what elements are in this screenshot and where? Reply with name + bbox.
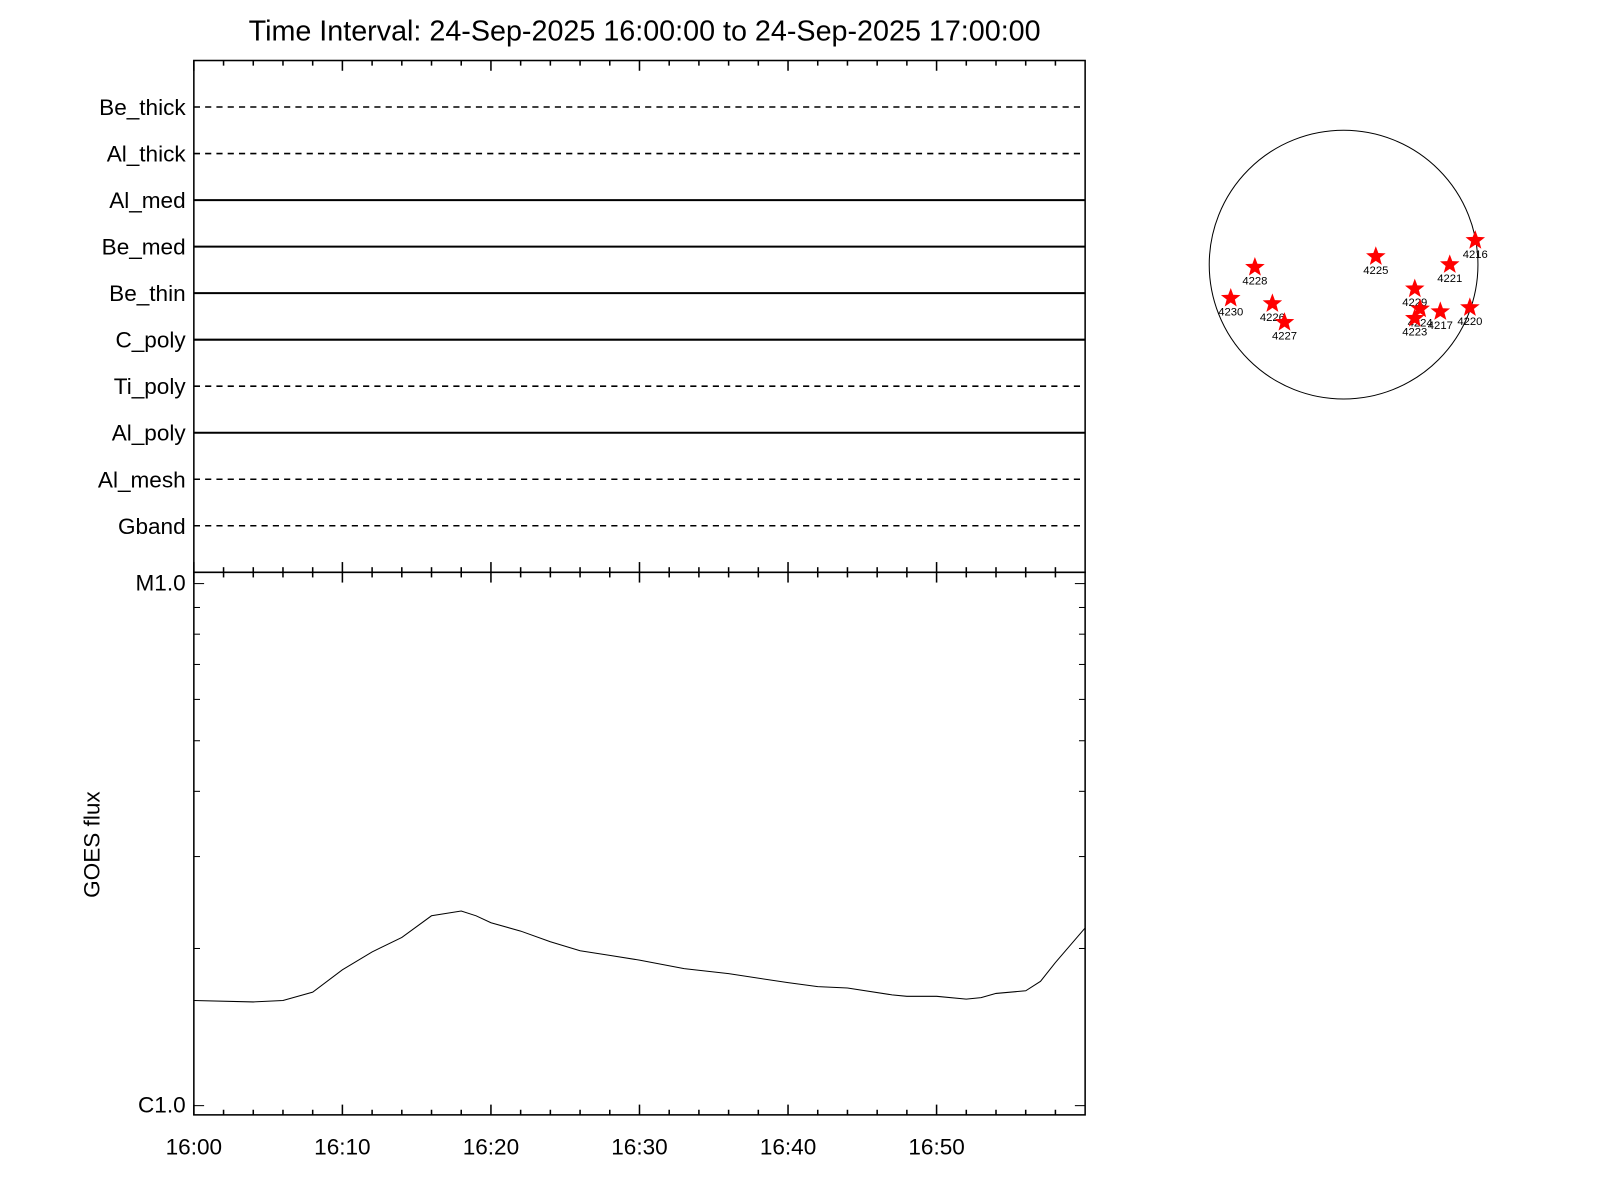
active-region-star — [1366, 246, 1386, 265]
active-region-star — [1465, 230, 1486, 249]
active-region-label: 4221 — [1437, 273, 1462, 285]
active-region-star — [1262, 293, 1283, 312]
x-tick-label: 16:50 — [908, 1135, 964, 1160]
x-tick-label: 16:40 — [760, 1135, 816, 1160]
filter-label: Be_thick — [99, 95, 186, 120]
y-axis-label: GOES flux — [79, 791, 104, 898]
active-region-star — [1410, 298, 1430, 318]
panel-frame — [193, 571, 1086, 1116]
panel-frame — [193, 59, 1086, 574]
active-region-star — [1220, 288, 1241, 307]
filter-label: Be_med — [102, 235, 186, 260]
filter-label: Al_med — [109, 188, 185, 213]
active-region-star — [1245, 257, 1265, 276]
x-tick-label: 16:10 — [314, 1135, 370, 1160]
active-region-label: 4227 — [1272, 331, 1297, 343]
active-region-label: 4217 — [1428, 320, 1453, 332]
active-region-label: 4223 — [1402, 327, 1427, 339]
active-region-label: 4216 — [1463, 249, 1488, 261]
x-tick-label: 16:00 — [166, 1135, 222, 1160]
active-region-label: 4228 — [1242, 276, 1267, 288]
solar-disk — [1208, 129, 1479, 400]
filter-label: Al_thick — [107, 142, 187, 167]
x-tick-label: 16:30 — [611, 1135, 667, 1160]
active-region-label: 4225 — [1363, 265, 1388, 277]
active-region-star — [1460, 297, 1480, 316]
filter-label: Al_poly — [112, 421, 187, 446]
y-tick-label: C1.0 — [138, 1093, 186, 1118]
active-region-star — [1440, 254, 1460, 273]
filter-label: Gband — [118, 514, 186, 539]
flux-line — [193, 910, 1086, 1003]
filter-label: C_poly — [115, 328, 186, 353]
active-region-star — [1430, 301, 1451, 320]
active-region-star — [1274, 312, 1295, 331]
x-tick-label: 16:20 — [463, 1135, 519, 1160]
chart-title: Time Interval: 24-Sep-2025 16:00:00 to 2… — [249, 15, 1041, 47]
active-region-label: 4230 — [1218, 307, 1243, 319]
active-region-star — [1405, 278, 1425, 298]
y-tick-label: M1.0 — [136, 571, 186, 596]
active-region-label: 4220 — [1457, 316, 1482, 328]
filter-label: Al_mesh — [98, 467, 186, 492]
filter-label: Ti_poly — [114, 374, 187, 399]
active-region-star — [1405, 308, 1425, 327]
filter-label: Be_thin — [109, 281, 185, 306]
